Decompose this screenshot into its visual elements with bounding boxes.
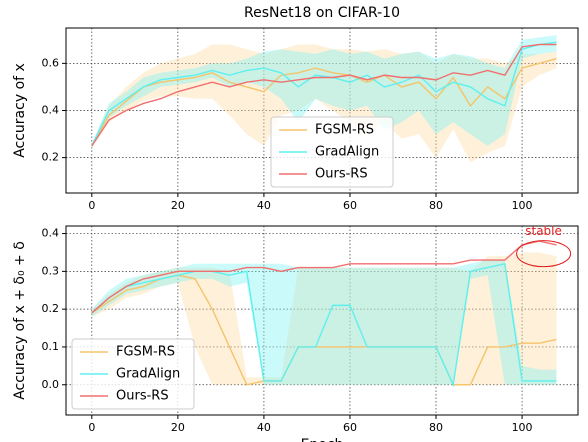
x-tick-label: 40 <box>257 199 271 212</box>
band <box>91 260 557 385</box>
axes-frame <box>65 27 579 194</box>
x-tick-label: 40 <box>257 421 271 434</box>
y-axis-label: Accuracy of x + δ₀ + δ <box>12 241 28 400</box>
band <box>91 252 557 385</box>
x-tick-label: 60 <box>343 199 357 212</box>
x-tick-label: 20 <box>171 421 185 434</box>
series-line <box>91 43 557 147</box>
series-line <box>91 262 557 388</box>
chart-title: ResNet18 on CIFAR-10 <box>244 5 400 21</box>
y-tick-label: 0.4 <box>42 227 60 240</box>
legend-label: FGSM-RS <box>315 123 374 138</box>
legend-label: FGSM-RS <box>116 345 175 360</box>
annotation: stable <box>525 224 562 238</box>
plot-area <box>91 240 557 388</box>
legend-box <box>270 116 394 188</box>
annotation-ellipse <box>516 240 572 268</box>
y-tick-label: 0.3 <box>42 264 60 277</box>
band <box>91 35 557 149</box>
x-tick-label: 80 <box>429 199 443 212</box>
series-line <box>91 41 557 147</box>
x-tick-label: 0 <box>88 199 95 212</box>
y-axis-label: Accuracy of x <box>12 63 28 158</box>
series-line <box>91 240 557 314</box>
y-tick-label: 0.1 <box>42 340 60 353</box>
x-axis-label: Epoch <box>301 437 344 442</box>
x-tick-label: 60 <box>343 421 357 434</box>
axes-frame <box>65 225 579 416</box>
legend-label: GradAlign <box>116 367 180 382</box>
x-tick-label: 80 <box>429 421 443 434</box>
y-tick-label: 0.2 <box>42 302 60 315</box>
x-tick-label: 20 <box>171 199 185 212</box>
legend-box <box>71 338 195 410</box>
x-tick-label: 0 <box>88 421 95 434</box>
x-tick-label: 100 <box>512 199 533 212</box>
series-line <box>91 57 557 147</box>
y-tick-label: 0.6 <box>42 56 60 69</box>
y-tick-label: 0.4 <box>42 104 60 117</box>
y-tick-label: 0.0 <box>42 378 60 391</box>
x-tick-label: 100 <box>512 421 533 434</box>
plot-area <box>91 35 557 163</box>
legend-label: Ours-RS <box>116 389 169 404</box>
y-tick-label: 0.2 <box>42 151 60 164</box>
legend-label: GradAlign <box>315 145 379 160</box>
legend-label: Ours-RS <box>315 167 368 182</box>
